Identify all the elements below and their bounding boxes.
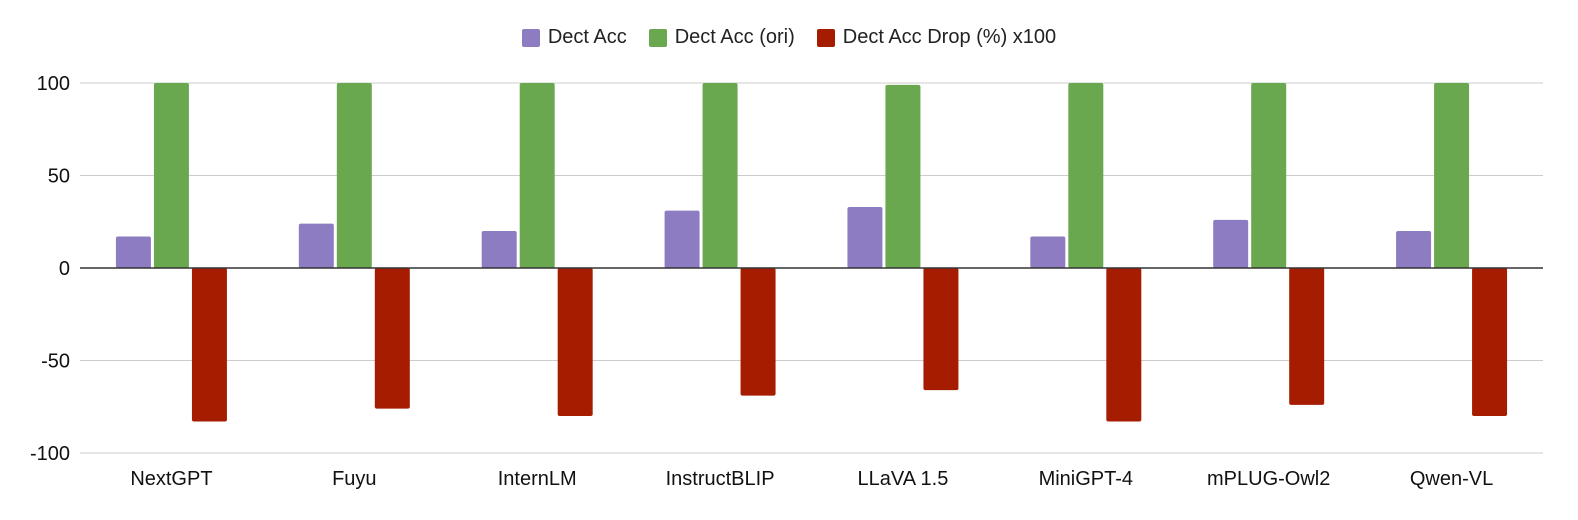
x-tick-label: NextGPT (130, 468, 212, 490)
bar-internlm-series-1 (519, 83, 555, 268)
legend-item-1: Dect Acc (ori) (648, 26, 795, 49)
bar-minigpt-4-series-2 (1106, 268, 1142, 422)
x-tick-label: InternLM (498, 468, 577, 490)
bar-llava-1-5-series-2 (923, 268, 959, 391)
legend-swatch-2 (816, 28, 835, 47)
bar-mplug-owl2-series-0 (1213, 219, 1249, 268)
bar-qwen-vl-series-0 (1396, 231, 1432, 268)
legend-label-0: Dect Acc (547, 26, 627, 48)
x-tick-label: Qwen-VL (1410, 468, 1493, 490)
bar-internlm-series-0 (481, 231, 517, 268)
bar-fuyu-series-0 (298, 223, 334, 268)
y-tick-label: -100 (30, 443, 70, 465)
x-tick-label: InstructBLIP (666, 468, 775, 490)
bar-fuyu-series-2 (374, 268, 410, 409)
legend-swatch-1 (648, 28, 667, 47)
bar-qwen-vl-series-1 (1434, 83, 1470, 268)
bar-nextgpt-series-0 (115, 236, 151, 268)
bar-instructblip-series-2 (740, 268, 776, 396)
legend-item-0: Dect Acc (521, 26, 627, 49)
bar-llava-1-5-series-0 (847, 206, 883, 268)
x-tick-label: MiniGPT-4 (1039, 468, 1133, 490)
bar-mplug-owl2-series-1 (1251, 83, 1287, 268)
x-tick-label: mPLUG-Owl2 (1207, 468, 1330, 490)
legend-label-1: Dect Acc (ori) (674, 26, 795, 48)
bar-qwen-vl-series-2 (1472, 268, 1508, 416)
bar-minigpt-4-series-1 (1068, 83, 1104, 268)
bar-instructblip-series-1 (702, 83, 738, 268)
bar-llava-1-5-series-1 (885, 84, 921, 268)
legend-item-2: Dect Acc Drop (%) x100 (816, 26, 1057, 49)
legend-label-2: Dect Acc Drop (%) x100 (842, 26, 1057, 48)
legend: Dect Acc Dect Acc (ori) Dect Acc Drop (%) … (0, 26, 1578, 49)
y-tick-label: 100 (37, 73, 70, 95)
bar-nextgpt-series-2 (191, 268, 227, 422)
bar-mplug-owl2-series-2 (1289, 268, 1325, 405)
y-tick-label: 50 (48, 166, 70, 188)
x-tick-label: Fuyu (332, 468, 376, 490)
x-tick-label: LLaVA 1.5 (858, 468, 949, 490)
legend-swatch-0 (521, 28, 540, 47)
bar-fuyu-series-1 (336, 83, 372, 268)
y-tick-label: -50 (41, 351, 70, 373)
bar-nextgpt-series-1 (153, 83, 189, 268)
bar-instructblip-series-0 (664, 210, 700, 268)
bar-internlm-series-2 (557, 268, 593, 416)
bar-minigpt-4-series-0 (1030, 236, 1066, 268)
y-tick-label: 0 (59, 258, 70, 280)
